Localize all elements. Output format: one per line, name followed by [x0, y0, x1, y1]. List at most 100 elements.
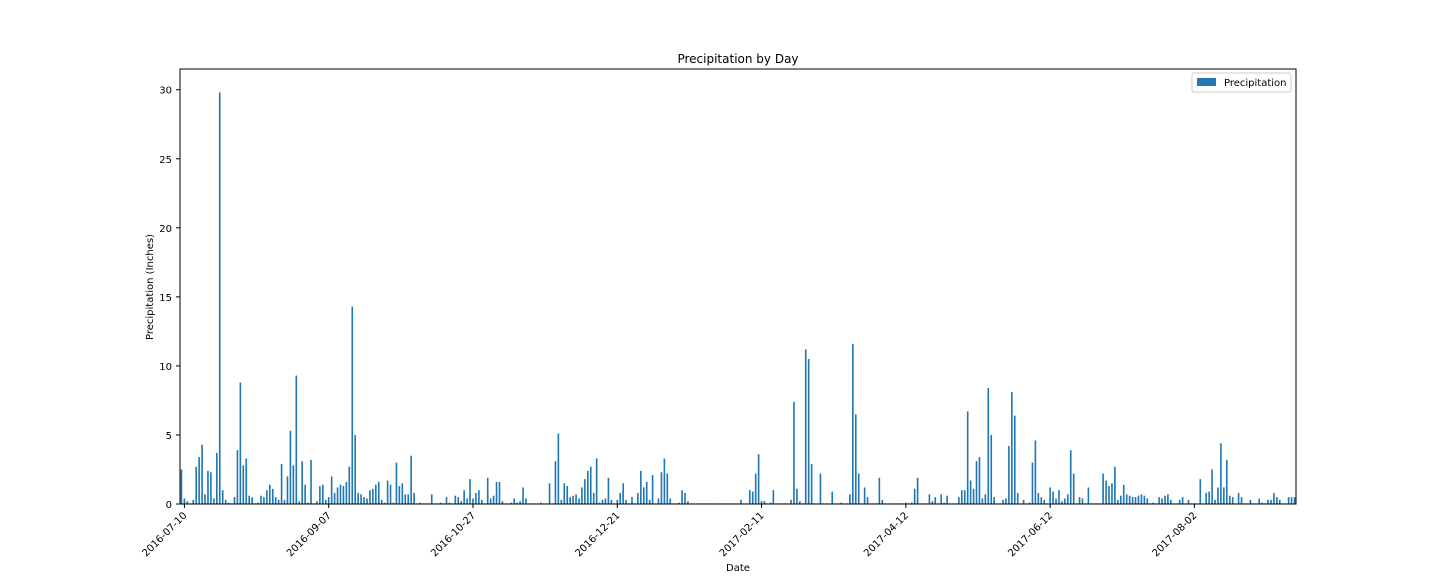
legend-label: Precipitation — [1224, 78, 1287, 89]
bar — [377, 481, 380, 504]
legend-box — [1191, 72, 1292, 93]
bar — [1108, 486, 1110, 504]
bar — [804, 349, 807, 504]
bar — [625, 499, 627, 504]
bar — [516, 502, 518, 504]
y-tick-label: 10 — [159, 362, 172, 373]
bar — [183, 498, 186, 504]
bar — [757, 454, 760, 504]
bar — [395, 462, 398, 504]
bar — [1237, 492, 1240, 504]
bar — [1140, 494, 1143, 504]
bar — [489, 498, 492, 504]
bar — [648, 499, 651, 504]
bar — [392, 502, 395, 504]
bar — [592, 492, 595, 504]
legend: Precipitation — [1191, 72, 1292, 93]
bar — [339, 484, 342, 504]
bar — [760, 501, 763, 504]
bar — [604, 498, 607, 504]
bar — [1287, 497, 1290, 504]
bar — [316, 501, 318, 504]
bar — [754, 473, 757, 504]
bar — [810, 463, 813, 504]
bar — [180, 469, 183, 504]
bar — [410, 455, 412, 504]
bar — [207, 470, 209, 504]
bar — [854, 414, 857, 504]
bar — [1131, 497, 1134, 504]
bar — [319, 486, 321, 504]
bar — [751, 491, 754, 504]
bar — [1276, 497, 1278, 504]
bar — [931, 501, 934, 504]
bar — [513, 498, 516, 504]
bar — [687, 501, 689, 504]
bar — [1167, 494, 1169, 504]
bar — [963, 490, 966, 504]
bar — [866, 497, 869, 504]
bar — [274, 497, 277, 504]
bar — [1061, 501, 1063, 504]
bar — [1043, 499, 1046, 504]
bar — [1205, 492, 1207, 504]
bar — [248, 495, 251, 504]
bar — [466, 498, 468, 504]
bar — [1164, 495, 1166, 504]
bar — [878, 477, 881, 504]
bar — [554, 461, 557, 504]
bar — [619, 492, 622, 504]
bar — [245, 458, 248, 504]
bar — [852, 343, 854, 504]
bar — [681, 490, 683, 504]
bar — [1261, 502, 1263, 504]
bar — [916, 477, 919, 504]
bar — [1013, 415, 1016, 504]
bar — [430, 494, 433, 504]
bar — [386, 480, 389, 504]
bar — [1258, 498, 1260, 504]
bar — [289, 430, 292, 504]
bar — [566, 486, 569, 504]
bar — [204, 494, 206, 504]
bar — [1022, 499, 1025, 504]
bar — [1028, 502, 1031, 504]
bar — [210, 472, 212, 504]
bar — [595, 458, 598, 504]
bar — [195, 466, 198, 504]
bar — [263, 497, 265, 504]
bar — [198, 457, 200, 504]
bar — [383, 502, 386, 504]
bar — [1078, 497, 1081, 504]
bar — [227, 502, 230, 504]
bar — [978, 457, 981, 504]
x-axis-label: Date — [726, 563, 750, 574]
bar — [557, 433, 560, 504]
bar — [575, 494, 577, 504]
bar — [1128, 495, 1131, 504]
bar — [472, 498, 474, 504]
bar — [943, 502, 945, 504]
bar — [475, 492, 477, 504]
bar — [439, 502, 442, 504]
bar — [1270, 499, 1272, 504]
bar — [1231, 497, 1234, 504]
bar — [1102, 473, 1104, 504]
bar — [401, 483, 404, 504]
bar — [495, 481, 498, 504]
bar — [969, 480, 972, 504]
y-axis-label: Precipitation (Inches) — [145, 234, 156, 340]
bar — [587, 470, 589, 504]
bar — [1217, 487, 1219, 504]
bar — [993, 497, 995, 504]
bar — [987, 388, 990, 504]
legend-swatch — [1197, 78, 1216, 86]
bar — [1267, 499, 1269, 504]
bar — [366, 498, 368, 504]
bar — [616, 499, 619, 504]
bar — [1105, 480, 1107, 504]
bar — [1049, 487, 1051, 504]
bar — [651, 475, 654, 504]
bar — [831, 491, 834, 504]
bar — [201, 444, 203, 504]
